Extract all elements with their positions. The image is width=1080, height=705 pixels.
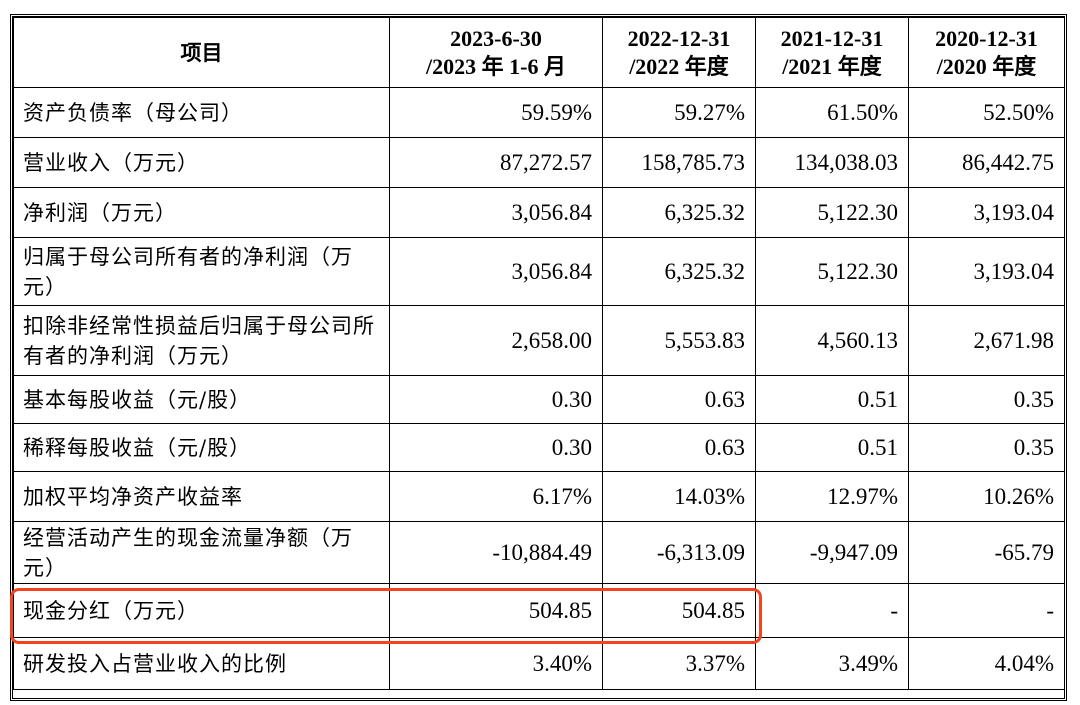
row-label: 营业收入（万元） — [13, 137, 390, 188]
row-label: 稀释每股收益（元/股） — [13, 423, 390, 472]
row-value: 504.85 — [389, 583, 603, 638]
row-value: 0.30 — [389, 423, 603, 472]
row-value: 0.35 — [908, 375, 1065, 424]
header-period-2022: 2022-12-31 /2022 年度 — [602, 17, 756, 88]
row-value: 5,553.83 — [602, 305, 756, 376]
row-value: 0.51 — [755, 423, 909, 472]
row-value: - — [908, 583, 1065, 638]
row-label: 研发投入占营业收入的比例 — [13, 637, 390, 690]
header-period-date: 2020-12-31 — [935, 25, 1038, 51]
row-value: 3.40% — [389, 637, 603, 690]
row-label: 资产负债率（母公司） — [13, 87, 390, 138]
row-label: 加权平均净资产收益率 — [13, 471, 390, 522]
row-value: 6,325.32 — [602, 237, 756, 306]
header-period-label: /2020 年度 — [936, 53, 1037, 79]
row-value: 6.17% — [389, 471, 603, 522]
table-row: 基本每股收益（元/股） 0.30 0.63 0.51 0.35 — [13, 375, 1065, 424]
row-label: 净利润（万元） — [13, 187, 390, 238]
row-value: -9,947.09 — [755, 521, 909, 584]
row-value: 4.04% — [908, 637, 1065, 690]
table-row: 加权平均净资产收益率 6.17% 14.03% 12.97% 10.26% — [13, 471, 1065, 522]
row-value: 86,442.75 — [908, 137, 1065, 188]
row-value: 3.37% — [602, 637, 756, 690]
row-value: 3.49% — [755, 637, 909, 690]
header-row: 项目 2023-6-30 /2023 年 1-6 月 2022-12-31 /2… — [13, 17, 1065, 88]
row-value: 2,658.00 — [389, 305, 603, 376]
table-row: 经营活动产生的现金流量净额（万元） -10,884.49 -6,313.09 -… — [13, 521, 1065, 584]
row-value: 0.35 — [908, 423, 1065, 472]
row-value: 0.30 — [389, 375, 603, 424]
table-row: 资产负债率（母公司） 59.59% 59.27% 61.50% 52.50% — [13, 87, 1065, 138]
header-period-date: 2021-12-31 — [780, 25, 884, 51]
table-row: 研发投入占营业收入的比例 3.40% 3.37% 3.49% 4.04% — [13, 637, 1065, 690]
row-value: 3,056.84 — [389, 187, 603, 238]
table-row-highlighted: 现金分红（万元） 504.85 504.85 - - — [13, 583, 1065, 638]
row-label: 现金分红（万元） — [13, 583, 390, 638]
table-row: 营业收入（万元） 87,272.57 158,785.73 134,038.03… — [13, 137, 1065, 188]
financial-summary-table: 项目 2023-6-30 /2023 年 1-6 月 2022-12-31 /2… — [13, 17, 1065, 690]
header-period-2023h1: 2023-6-30 /2023 年 1-6 月 — [389, 17, 603, 88]
row-value: 59.59% — [389, 87, 603, 138]
table-row: 扣除非经常性损益后归属于母公司所有者的净利润（万元） 2,658.00 5,55… — [13, 305, 1065, 376]
row-value: -6,313.09 — [602, 521, 756, 584]
row-label: 基本每股收益（元/股） — [13, 375, 390, 424]
row-value: 12.97% — [755, 471, 909, 522]
row-value: 5,122.30 — [755, 237, 909, 306]
row-value: - — [755, 583, 909, 638]
table-row: 稀释每股收益（元/股） 0.30 0.63 0.51 0.35 — [13, 423, 1065, 472]
header-period-label: /2023 年 1-6 月 — [426, 53, 566, 79]
row-value: 0.63 — [602, 423, 756, 472]
row-value: 158,785.73 — [602, 137, 756, 188]
row-value: 6,325.32 — [602, 187, 756, 238]
table-frame — [10, 14, 1067, 701]
header-period-2021: 2021-12-31 /2021 年度 — [755, 17, 909, 88]
header-period-date: 2022-12-31 — [627, 25, 731, 51]
row-value: 0.63 — [602, 375, 756, 424]
row-value: 5,122.30 — [755, 187, 909, 238]
header-period-2020: 2020-12-31 /2020 年度 — [908, 17, 1065, 88]
row-value: 0.51 — [755, 375, 909, 424]
row-value: 2,671.98 — [908, 305, 1065, 376]
row-value: 3,193.04 — [908, 187, 1065, 238]
header-period-label: /2021 年度 — [782, 53, 882, 79]
row-value: 52.50% — [908, 87, 1065, 138]
row-value: -10,884.49 — [389, 521, 603, 584]
header-period-date: 2023-6-30 — [450, 25, 542, 51]
header-item: 项目 — [13, 17, 390, 88]
row-value: 3,193.04 — [908, 237, 1065, 306]
table-row: 净利润（万元） 3,056.84 6,325.32 5,122.30 3,193… — [13, 187, 1065, 238]
row-value: 3,056.84 — [389, 237, 603, 306]
table-row: 归属于母公司所有者的净利润（万元） 3,056.84 6,325.32 5,12… — [13, 237, 1065, 306]
row-value: 61.50% — [755, 87, 909, 138]
row-label: 归属于母公司所有者的净利润（万元） — [13, 237, 390, 306]
row-value: 4,560.13 — [755, 305, 909, 376]
row-label: 扣除非经常性损益后归属于母公司所有者的净利润（万元） — [13, 305, 390, 376]
row-value: -65.79 — [908, 521, 1065, 584]
header-period-label: /2022 年度 — [629, 53, 729, 79]
row-value: 10.26% — [908, 471, 1065, 522]
row-label: 经营活动产生的现金流量净额（万元） — [13, 521, 390, 584]
row-value: 504.85 — [602, 583, 756, 638]
row-value: 134,038.03 — [755, 137, 909, 188]
row-value: 87,272.57 — [389, 137, 603, 188]
row-value: 59.27% — [602, 87, 756, 138]
row-value: 14.03% — [602, 471, 756, 522]
